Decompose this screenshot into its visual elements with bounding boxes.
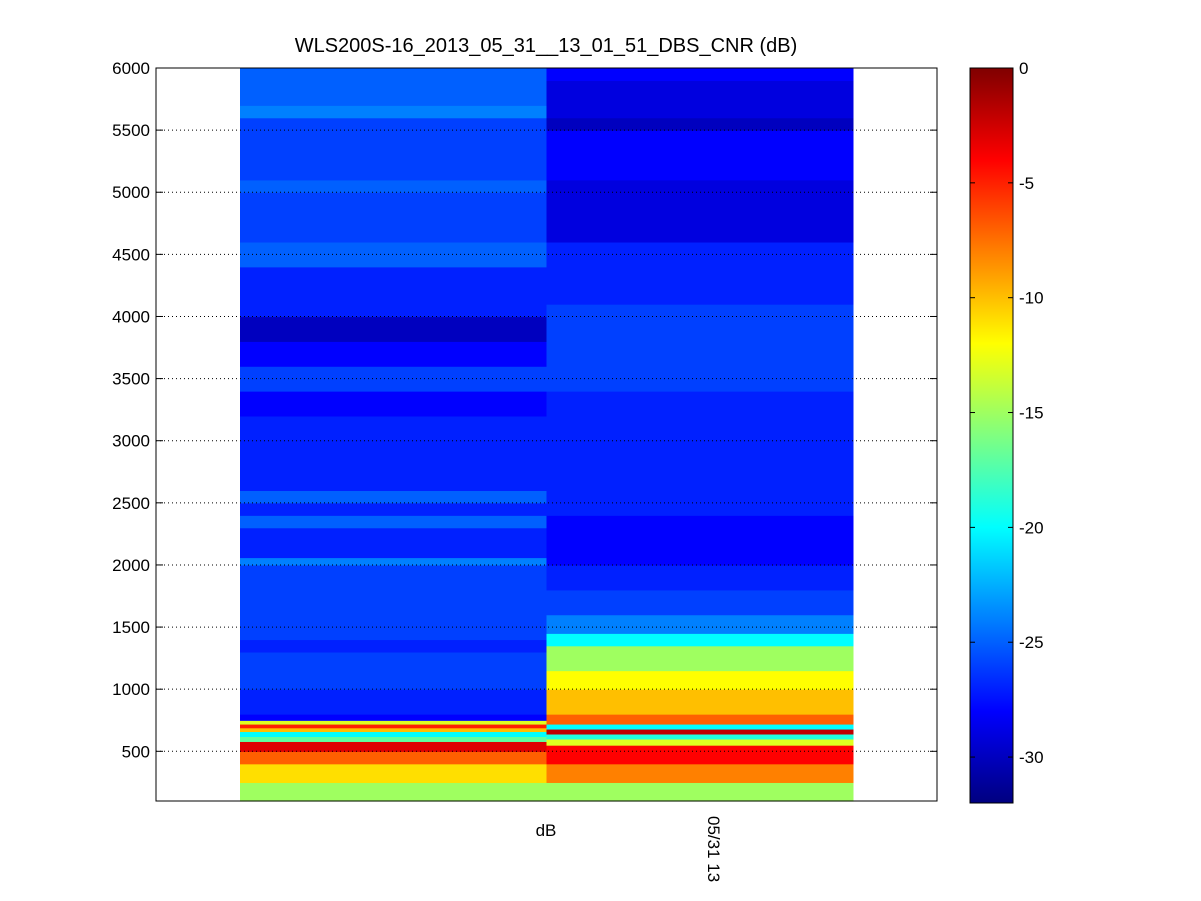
heatmap-cell (546, 179, 854, 243)
heatmap-cell (546, 68, 854, 82)
heatmap-cell (240, 515, 547, 529)
heatmap-cell (240, 727, 547, 733)
heatmap-cell (546, 723, 854, 730)
y-tick-label: 1500 (112, 618, 150, 637)
y-tick-label: 5000 (112, 183, 150, 202)
colorbar-tick-label: -15 (1019, 404, 1044, 423)
y-tick-label: 1000 (112, 680, 150, 699)
heatmap-cell (546, 745, 854, 765)
y-tick-label: 3000 (112, 432, 150, 451)
heatmap-cell (240, 720, 547, 725)
plot-frame (155, 67, 938, 802)
heatmap-cell (240, 557, 547, 566)
y-tick-label: 4500 (112, 245, 150, 264)
heatmap-cell (546, 80, 854, 119)
heatmap-cell (546, 733, 854, 740)
heatmap-cell (546, 738, 854, 746)
y-tick-label: 2500 (112, 494, 150, 513)
y-axis: 500 1000 1500 2000 2500 3000 3500 4000 4500 5000 5… (112, 59, 937, 761)
heatmap-cell (240, 527, 547, 559)
heatmap-cell (240, 68, 547, 106)
heatmap-cell (546, 589, 854, 616)
heatmap-cell (240, 490, 547, 504)
colorbar-axis: 0 -5 -10 -15 -20 -25 -30 (970, 59, 1044, 767)
heatmap-cell (240, 651, 547, 690)
heatmap-cell (240, 391, 547, 417)
heatmap-cell (546, 117, 854, 131)
heatmap-cell (240, 723, 547, 729)
heatmap-cell (546, 440, 854, 516)
y-tick-label: 2000 (112, 556, 150, 575)
heatmap-cell (546, 763, 854, 783)
chart-title: WLS200S-16_2013_05_31__13_01_51_DBS_CNR … (295, 35, 798, 57)
heatmap-cell (546, 614, 854, 634)
heatmap-cells (240, 68, 854, 802)
heatmap-cell (546, 564, 854, 591)
colorbar-tick-label: -5 (1019, 174, 1034, 193)
heatmap-cell (546, 645, 854, 672)
heatmap-cell (240, 564, 547, 641)
heatmap-cell (240, 714, 547, 721)
heatmap-cell (240, 763, 547, 783)
heatmap-cell (546, 714, 854, 725)
heatmap-cell (546, 515, 854, 566)
heatmap-cell (240, 689, 547, 715)
heatmap-cell (240, 366, 547, 392)
heatmap-cell (546, 304, 854, 392)
heatmap-cell (240, 731, 547, 737)
heatmap-cell (240, 741, 547, 752)
y-tick-label: 3500 (112, 370, 150, 389)
y-tick-label: 500 (122, 742, 150, 761)
y-tick-label: 5500 (112, 121, 150, 140)
colorbar-tick-label: 0 (1019, 59, 1028, 78)
heatmap-cell (240, 782, 547, 802)
heatmap-cell (546, 782, 854, 802)
heatmap-cell (240, 241, 547, 268)
heatmap-cell (240, 117, 547, 181)
y-tick-label: 6000 (112, 59, 150, 78)
heatmap-cell (240, 502, 547, 516)
colorbar-tick-label: -20 (1019, 518, 1044, 537)
heatmap-cell (240, 179, 547, 193)
heatmap-cell (546, 633, 854, 647)
heatmap-cell (240, 316, 547, 342)
heatmap-cell (240, 639, 547, 653)
colorbar-tick-label: -30 (1019, 748, 1044, 767)
y-tick-label: 4000 (112, 307, 150, 326)
heatmap-cell (240, 415, 547, 491)
heatmap-cell (240, 736, 547, 742)
heatmap-cell (240, 266, 547, 318)
heatmap-cell (546, 391, 854, 442)
heatmap-cell (546, 728, 854, 735)
x-tick-label-date: 05/31 13 (704, 816, 723, 882)
heatmap-cell (546, 130, 854, 181)
heatmap-cell (240, 105, 547, 119)
colorbar (969, 67, 1014, 804)
colorbar-tick-label: -25 (1019, 633, 1044, 652)
heatmap-cell (240, 751, 547, 765)
heatmap-cell (546, 670, 854, 690)
heatmap-cell (240, 341, 547, 367)
heatmap-cell (240, 192, 547, 243)
heatmap-cell (546, 241, 854, 305)
x-tick-label-db: dB (536, 821, 557, 840)
heatmap-cell (546, 689, 854, 715)
colorbar-tick-label: -10 (1019, 289, 1044, 308)
